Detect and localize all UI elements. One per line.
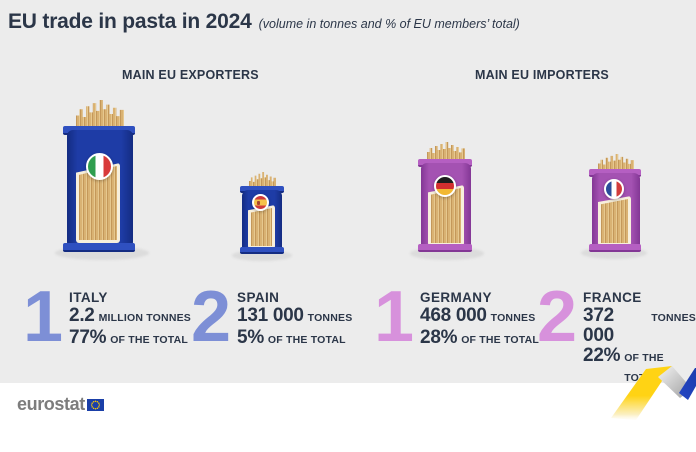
share-value: 77% bbox=[69, 327, 107, 348]
share-line: 77% OF THE TOTAL bbox=[69, 328, 191, 350]
footer-bar: eurostat bbox=[0, 383, 696, 452]
country-name: SPAIN bbox=[237, 290, 280, 305]
share-value: 28% bbox=[420, 327, 458, 348]
volume-unit: TONNES bbox=[490, 312, 536, 324]
share-line: 28% OF THE TOTAL bbox=[420, 328, 539, 350]
pasta-package-germany-icon bbox=[408, 140, 488, 262]
share-value: 5% bbox=[237, 327, 264, 348]
volume-value: 131 000 bbox=[237, 305, 304, 326]
pasta-package-italy-icon bbox=[54, 98, 149, 263]
country-name: ITALY bbox=[69, 290, 108, 305]
ukraine-ribbon-icon bbox=[611, 366, 696, 420]
country-name: GERMANY bbox=[420, 290, 492, 305]
italy-flag-icon bbox=[86, 153, 113, 180]
eurostat-logo-text: eurostat bbox=[17, 394, 85, 414]
volume-unit: MILLION TONNES bbox=[98, 312, 192, 324]
eu-flag-icon bbox=[86, 398, 104, 411]
share-line: 5% OF THE TOTAL bbox=[237, 328, 352, 350]
page-title: EU trade in pasta in 2024 bbox=[8, 10, 252, 33]
volume-line: 468 000 TONNES bbox=[420, 306, 539, 328]
rank-number: 2 bbox=[537, 277, 577, 357]
share-value: 22% bbox=[583, 345, 621, 366]
share-label: OF THE TOTAL bbox=[461, 334, 540, 346]
share-label: OF THE TOTAL bbox=[110, 334, 189, 346]
entry-italy: 1 ITALY 2.2 MILLION TONNES 77% OF THE TO… bbox=[23, 277, 191, 357]
package-shadow bbox=[232, 250, 292, 261]
package-window bbox=[248, 205, 275, 249]
volume-value: 372 000 bbox=[583, 305, 614, 346]
country-name: FRANCE bbox=[583, 290, 642, 305]
volume-value: 468 000 bbox=[420, 305, 487, 326]
pasta-package-spain-icon bbox=[230, 170, 294, 262]
france-flag-icon bbox=[604, 179, 624, 199]
volume-line: 131 000 TONNES bbox=[237, 306, 352, 328]
germany-flag-icon bbox=[434, 175, 456, 197]
entry-france: 2 FRANCE 372 000 TONNES 22% OF THE TOTAL bbox=[537, 277, 696, 388]
exporters-section-heading: MAIN EU EXPORTERS bbox=[122, 68, 259, 82]
share-label: OF THE TOTAL bbox=[267, 334, 346, 346]
page-subtitle: (volume in tonnes and % of EU members’ t… bbox=[258, 17, 520, 31]
header: EU trade in pasta in 2024 (volume in ton… bbox=[8, 10, 520, 34]
rank-number: 2 bbox=[191, 277, 231, 357]
eurostat-logo[interactable]: eurostat bbox=[17, 394, 104, 415]
entry-germany: 1 GERMANY 468 000 TONNES 28% OF THE TOTA… bbox=[374, 277, 539, 357]
package-window bbox=[598, 196, 631, 246]
rank-number: 1 bbox=[374, 277, 414, 357]
volume-unit: TONNES bbox=[307, 312, 353, 324]
pasta-package-france-icon bbox=[580, 152, 652, 262]
volume-line: 372 000 TONNES bbox=[583, 306, 696, 346]
spain-flag-icon bbox=[252, 194, 269, 211]
rank-number: 1 bbox=[23, 277, 63, 357]
volume-value: 2.2 bbox=[69, 305, 95, 326]
volume-unit: TONNES bbox=[651, 312, 696, 324]
package-window bbox=[428, 185, 464, 246]
importers-section-heading: MAIN EU IMPORTERS bbox=[475, 68, 609, 82]
volume-line: 2.2 MILLION TONNES bbox=[69, 306, 191, 328]
entry-spain: 2 SPAIN 131 000 TONNES 5% OF THE TOTAL bbox=[191, 277, 352, 357]
